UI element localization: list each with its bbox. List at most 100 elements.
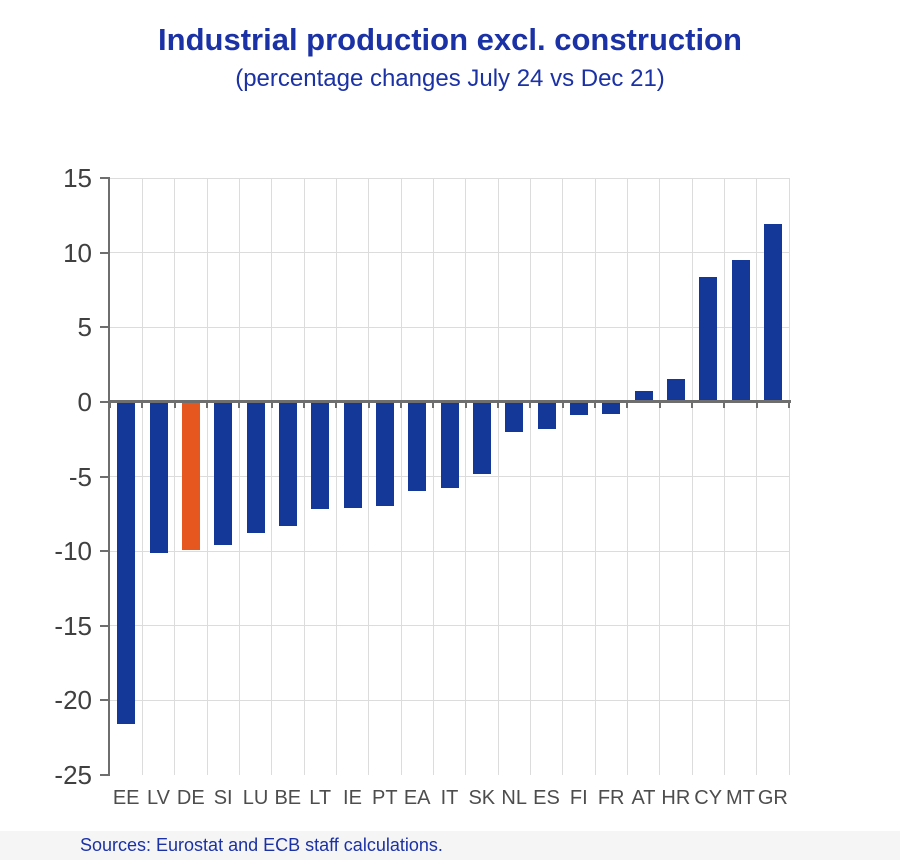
x-tick-label-be: BE [274,787,302,809]
v-gridline [788,178,790,775]
x-axis-tick [464,403,467,409]
y-axis-tick [100,400,110,403]
x-axis-tick [755,403,758,409]
x-axis-tick [594,403,596,409]
footer-band: Sources: Eurostat and ECB staff calculat… [0,831,900,860]
bar-si [214,403,233,546]
x-tick-label-sk: SK [468,787,496,809]
x-axis-tick [335,403,338,409]
v-gridline [335,178,337,775]
x-tick-label-lu: LU [242,787,269,809]
x-axis-tick [529,403,532,409]
bar-fr [602,403,621,414]
x-tick-label-hr: HR [661,787,691,809]
x-axis-tick [238,403,241,409]
x-axis-tick [691,403,693,409]
x-axis-tick [788,403,790,409]
bar-nl [505,403,524,432]
x-axis-tick [561,403,564,409]
y-tick-label: 15 [63,163,92,193]
v-gridline [756,178,758,775]
chart-title: Industrial production excl. construction [158,22,742,57]
bar-de [181,403,200,550]
v-gridline [303,178,305,775]
x-tick-label-cy: CY [694,787,723,809]
chart-header: Industrial production excl. construction… [0,22,900,93]
h-gridline [110,699,789,701]
y-axis-tick [100,326,110,329]
h-gridline [110,550,789,552]
x-tick-label-lv: LV [147,787,170,809]
x-tick-label-mt: MT [726,787,755,809]
y-tick-label: -25 [54,760,92,790]
x-tick-label-ea: EA [403,787,431,809]
v-gridline [691,178,693,775]
y-tick-label: -5 [68,461,92,492]
x-axis-tick [303,403,305,409]
y-axis-tick [100,177,110,179]
bar-it [440,403,459,489]
v-gridline [465,178,467,775]
zero-axis-line [110,400,791,404]
bar-lv [149,403,168,553]
x-tick-label-ee: EE [112,787,140,809]
bar-hr [666,379,685,401]
y-tick-label: -10 [54,536,92,567]
y-tick-label: 5 [77,312,92,343]
x-axis-tick [109,403,111,409]
h-gridline [110,252,789,254]
v-gridline [141,178,143,775]
x-axis-tick [270,403,273,409]
x-axis-tick [723,403,726,409]
y-tick-label: 10 [63,237,92,268]
h-gridline [110,177,789,179]
v-gridline [400,178,402,775]
x-tick-label-fr: FR [597,787,625,809]
bar-fi [569,403,588,416]
x-tick-label-gr: GR [757,787,788,809]
x-tick-label-nl: NL [501,787,527,809]
x-axis-tick [400,403,402,409]
bar-be [278,403,297,526]
bar-ee [117,403,136,725]
x-tick-label-pt: PT [372,787,398,809]
sources-note: Sources: Eurostat and ECB staff calculat… [80,835,443,855]
bar-lt [311,403,330,510]
v-gridline [562,178,564,775]
x-tick-label-lt: LT [309,787,332,809]
v-gridline [723,178,725,775]
y-tick-label: -20 [54,685,92,716]
y-tick-label: -15 [54,610,92,641]
v-gridline [174,178,176,775]
v-gridline [626,178,628,775]
v-gridline [497,178,499,775]
bar-at [634,391,653,401]
x-tick-label-fi: FI [569,787,588,809]
x-tick-label-ie: IE [343,787,362,809]
x-tick-label-es: ES [533,787,560,809]
h-gridline [110,625,789,627]
v-gridline [659,178,661,775]
x-axis-tick [141,403,144,409]
x-axis-tick [206,403,208,409]
v-gridline [238,178,240,775]
v-gridline [594,178,596,775]
v-gridline [529,178,531,775]
bar-es [537,403,556,429]
v-gridline [271,178,273,775]
x-axis-tick [173,403,176,409]
x-axis-tick [432,403,435,409]
x-tick-label-de: DE [176,787,205,809]
x-tick-label-it: IT [440,787,459,809]
bar-ea [408,403,427,492]
bar-cy [699,276,718,401]
x-axis-tick [497,403,499,409]
y-axis-tick [100,624,110,627]
y-axis-tick [100,699,110,702]
chart-subtitle: (percentage changes July 24 vs Dec 21) [235,65,665,92]
bar-mt [731,260,750,401]
y-axis-tick [100,251,110,254]
bar-gr [763,224,782,401]
x-axis-tick [367,403,370,409]
